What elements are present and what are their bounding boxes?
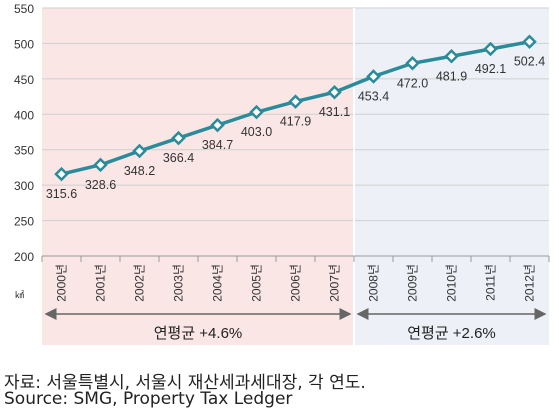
y-tick-label: 350 [14, 144, 34, 158]
unit-label: ㎢ [15, 290, 24, 300]
data-label: 502.4 [514, 55, 545, 69]
x-tick-label: 2002년 [133, 264, 147, 302]
x-tick-label: 2007년 [328, 264, 342, 302]
data-point-marker [288, 94, 303, 109]
y-tick-label: 200 [14, 250, 34, 264]
data-point-marker [366, 69, 381, 84]
y-tick-label: 400 [14, 108, 34, 122]
data-label: 315.6 [46, 187, 77, 201]
data-label: 384.7 [202, 138, 233, 152]
x-tick-label: 2012년 [523, 264, 537, 302]
data-point-marker [132, 143, 147, 159]
chart-svg: 200 250 300 350 400 450 500 550 2000년 2001년 2002년 2… [14, 2, 550, 345]
data-label: 431.1 [319, 105, 350, 119]
x-tick-label: 2006년 [289, 264, 303, 302]
data-label: 366.4 [163, 151, 194, 165]
x-tick-label: 2011년 [484, 264, 498, 301]
y-tick-label: 500 [14, 37, 34, 51]
source-korean: 자료: 서울특별시, 서울시 재산세과세대장, 각 연도. [4, 373, 366, 393]
data-point-marker [249, 104, 264, 120]
y-tick-label: 300 [14, 179, 34, 193]
data-point-marker [444, 48, 459, 64]
x-tick-label: 2000년 [55, 264, 69, 302]
data-point-marker [210, 117, 225, 133]
data-label: 481.9 [436, 69, 467, 83]
data-label: 472.0 [397, 76, 428, 90]
data-point-marker [483, 41, 498, 57]
period-label-1: 연평균 +4.6% [154, 325, 243, 342]
line-chart: 200 250 300 350 400 450 500 550 2000년 2001년 2002년 2… [14, 2, 550, 345]
data-point-marker [171, 130, 186, 146]
y-tick-label: 250 [14, 215, 34, 229]
x-tick-label: 2009년 [406, 264, 420, 302]
source-english: Source: SMG, Property Tax Ledger [4, 389, 293, 409]
data-label: 492.1 [475, 62, 506, 76]
x-tick-label: 2004년 [211, 264, 225, 302]
x-tick-label: 2001년 [94, 264, 108, 302]
period-band-1 [42, 8, 354, 345]
data-label: 348.2 [124, 164, 155, 178]
data-label: 453.4 [358, 89, 389, 103]
x-tick-label: 2010년 [445, 264, 459, 302]
data-point-marker [522, 34, 537, 49]
y-tick-label: 450 [14, 73, 34, 87]
y-tick-label: 550 [14, 2, 34, 16]
data-label: 328.6 [85, 178, 116, 192]
data-point-marker [327, 84, 342, 100]
period-label-2: 연평균 +2.6% [407, 325, 496, 342]
x-tick-label: 2003년 [172, 264, 186, 302]
data-label: 417.9 [280, 115, 311, 129]
data-point-marker [93, 157, 108, 173]
x-tick-label: 2008년 [367, 264, 381, 302]
period-band-2 [354, 8, 549, 345]
x-tick-label: 2005년 [250, 264, 264, 302]
data-label: 403.0 [241, 125, 272, 139]
data-point-marker [54, 166, 69, 182]
data-point-marker [405, 56, 420, 71]
